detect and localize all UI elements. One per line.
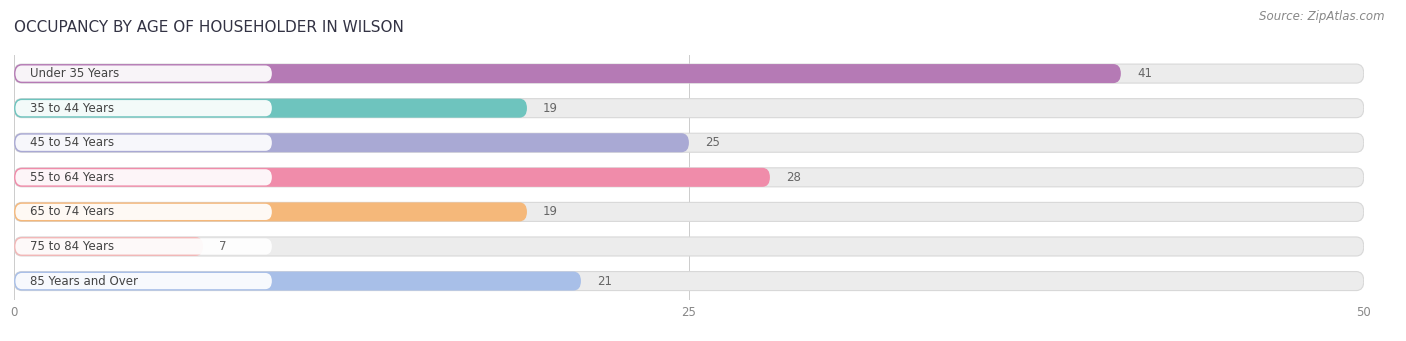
- FancyBboxPatch shape: [14, 99, 1364, 118]
- Text: 28: 28: [786, 171, 801, 184]
- Text: 35 to 44 Years: 35 to 44 Years: [31, 102, 114, 115]
- Text: Under 35 Years: Under 35 Years: [31, 67, 120, 80]
- Text: 55 to 64 Years: 55 to 64 Years: [31, 171, 114, 184]
- FancyBboxPatch shape: [14, 64, 1364, 83]
- Text: 85 Years and Over: 85 Years and Over: [31, 275, 138, 287]
- FancyBboxPatch shape: [14, 168, 1364, 187]
- Text: 19: 19: [543, 102, 558, 115]
- Text: 45 to 54 Years: 45 to 54 Years: [31, 136, 114, 149]
- Text: 21: 21: [598, 275, 612, 287]
- FancyBboxPatch shape: [15, 135, 271, 151]
- FancyBboxPatch shape: [15, 169, 271, 186]
- FancyBboxPatch shape: [14, 64, 1121, 83]
- Text: 75 to 84 Years: 75 to 84 Years: [31, 240, 114, 253]
- FancyBboxPatch shape: [14, 271, 581, 291]
- FancyBboxPatch shape: [14, 133, 1364, 152]
- FancyBboxPatch shape: [14, 271, 1364, 291]
- Text: 25: 25: [706, 136, 720, 149]
- FancyBboxPatch shape: [15, 238, 271, 255]
- FancyBboxPatch shape: [14, 203, 527, 221]
- FancyBboxPatch shape: [14, 133, 689, 152]
- FancyBboxPatch shape: [14, 168, 770, 187]
- Text: OCCUPANCY BY AGE OF HOUSEHOLDER IN WILSON: OCCUPANCY BY AGE OF HOUSEHOLDER IN WILSO…: [14, 20, 404, 35]
- FancyBboxPatch shape: [15, 273, 271, 289]
- FancyBboxPatch shape: [14, 237, 202, 256]
- FancyBboxPatch shape: [14, 203, 1364, 221]
- Text: 19: 19: [543, 205, 558, 218]
- FancyBboxPatch shape: [14, 99, 527, 118]
- FancyBboxPatch shape: [14, 237, 1364, 256]
- Text: 7: 7: [219, 240, 226, 253]
- Text: 65 to 74 Years: 65 to 74 Years: [31, 205, 114, 218]
- FancyBboxPatch shape: [15, 100, 271, 116]
- Text: 41: 41: [1137, 67, 1152, 80]
- FancyBboxPatch shape: [15, 204, 271, 220]
- Text: Source: ZipAtlas.com: Source: ZipAtlas.com: [1260, 10, 1385, 23]
- FancyBboxPatch shape: [15, 65, 271, 81]
